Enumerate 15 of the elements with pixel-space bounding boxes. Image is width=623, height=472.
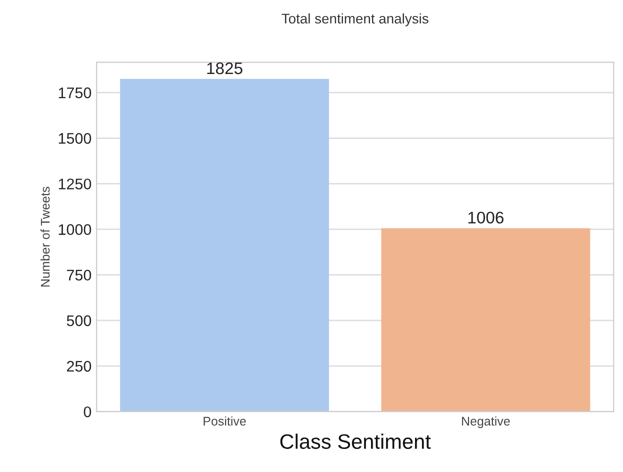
y-tick-label: 1500: [58, 133, 92, 144]
y-tick-label: 250: [66, 360, 92, 372]
x-tick-label: Negative: [462, 416, 510, 428]
y-tick-label: 750: [67, 270, 92, 281]
data-label: 1825: [207, 62, 242, 74]
y-tick-label: 1750: [58, 87, 92, 98]
y-tick-label: 1250: [58, 178, 92, 190]
x-axis-title: Class Sentiment: [280, 434, 431, 449]
data-label: 1006: [468, 212, 504, 224]
y-tick-label: 0: [84, 406, 92, 418]
y-tick-label: 1000: [58, 224, 92, 235]
y-tick-label: 500: [66, 315, 92, 326]
y-axis-title: Number of Tweets: [40, 186, 50, 287]
chart-title: Total sentiment analysis: [282, 13, 428, 26]
x-tick-label: Positive: [204, 416, 246, 426]
